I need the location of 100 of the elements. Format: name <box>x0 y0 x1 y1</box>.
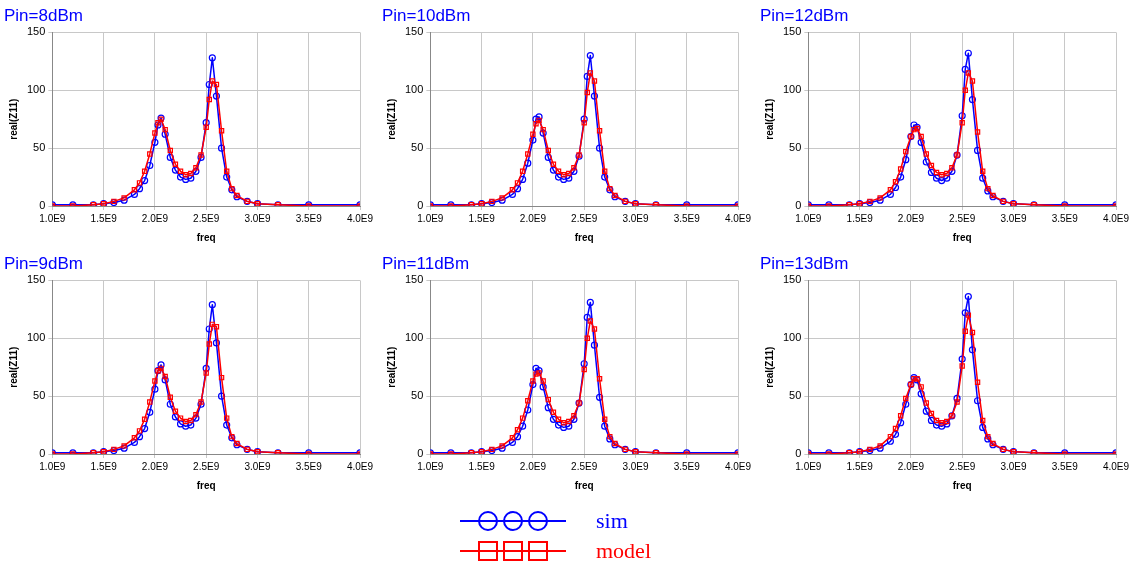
point <box>583 313 591 322</box>
y-axis-title: real(Z11) <box>763 346 775 388</box>
point <box>584 335 590 341</box>
x-axis-title: freq <box>196 479 216 491</box>
point <box>571 165 577 171</box>
x-tick-label: 3.5E9 <box>673 212 701 224</box>
point <box>212 339 221 347</box>
point <box>566 418 572 425</box>
point <box>554 421 563 429</box>
point <box>584 89 590 96</box>
point <box>529 380 537 389</box>
point <box>902 400 910 408</box>
point <box>151 385 159 393</box>
x-tick-label: 3.0E9 <box>622 212 649 224</box>
y-tick-label: 50 <box>789 141 802 154</box>
point <box>944 170 950 177</box>
y-tick-label: 0 <box>39 199 46 212</box>
point <box>188 170 194 177</box>
point <box>544 404 552 412</box>
point <box>509 187 516 193</box>
y-tick-label: 100 <box>404 83 424 96</box>
point <box>962 87 968 93</box>
x-tick-label: 2.5E9 <box>193 212 220 224</box>
y-tick-label: 150 <box>782 25 802 38</box>
point <box>964 49 972 57</box>
point <box>217 144 226 152</box>
y-tick-label: 0 <box>795 447 802 460</box>
point <box>590 341 599 349</box>
point <box>974 129 981 135</box>
point <box>193 411 199 418</box>
point <box>540 378 546 384</box>
point <box>147 151 153 157</box>
point <box>953 394 961 403</box>
point <box>897 173 905 181</box>
point <box>583 72 591 80</box>
point <box>223 421 231 429</box>
point <box>171 166 180 174</box>
point <box>530 378 536 384</box>
point <box>182 172 189 178</box>
point <box>918 133 924 140</box>
point <box>968 346 977 354</box>
y-tick-label: 150 <box>782 273 802 286</box>
point <box>886 437 894 445</box>
point <box>161 376 169 384</box>
point <box>532 115 540 123</box>
legend-label: sim <box>596 508 629 534</box>
point <box>903 148 909 155</box>
x-tick-label: 3.0E9 <box>622 460 649 472</box>
point <box>141 424 149 433</box>
x-axis-title: freq <box>574 479 594 491</box>
point <box>886 190 894 199</box>
y-tick-label: 50 <box>789 389 802 402</box>
y-tick-label: 150 <box>404 273 424 286</box>
y-tick-label: 100 <box>782 331 802 344</box>
point <box>969 78 976 84</box>
point <box>130 190 138 199</box>
point <box>581 119 587 126</box>
x-tick-label: 2.5E9 <box>571 460 598 472</box>
y-tick-label: 150 <box>404 25 424 38</box>
point <box>519 415 526 421</box>
point <box>530 131 536 137</box>
x-tick-label: 1.0E9 <box>795 460 822 472</box>
point <box>151 138 159 146</box>
y-tick-label: 50 <box>33 141 46 154</box>
point <box>508 190 516 199</box>
point <box>544 153 552 161</box>
point <box>176 420 185 428</box>
point <box>979 174 987 182</box>
point <box>590 92 599 100</box>
point <box>571 413 577 419</box>
point <box>519 422 527 430</box>
x-tick-label: 3.5E9 <box>295 460 323 472</box>
y-tick-label: 0 <box>417 447 424 460</box>
point <box>979 423 987 431</box>
x-tick-label: 1.0E9 <box>417 460 444 472</box>
point <box>923 400 930 406</box>
point <box>554 173 563 181</box>
point <box>212 92 221 100</box>
point <box>943 174 951 182</box>
point <box>887 187 894 193</box>
point <box>962 328 968 335</box>
point <box>903 395 909 402</box>
point <box>964 293 972 301</box>
point <box>586 298 594 306</box>
point <box>560 172 567 178</box>
point <box>539 129 547 137</box>
point <box>177 415 184 421</box>
x-tick-label: 3.0E9 <box>244 212 271 224</box>
point <box>162 126 168 133</box>
y-axis-title: real(Z11) <box>7 346 19 388</box>
point <box>891 430 900 438</box>
x-tick-label: 3.5E9 <box>673 460 701 472</box>
y-tick-label: 150 <box>26 273 46 286</box>
point <box>192 167 200 175</box>
x-axis-title: freq <box>574 231 594 243</box>
x-tick-label: 3.5E9 <box>295 212 323 224</box>
point <box>152 378 158 384</box>
point <box>965 312 972 318</box>
point <box>208 301 216 309</box>
point <box>172 408 179 414</box>
